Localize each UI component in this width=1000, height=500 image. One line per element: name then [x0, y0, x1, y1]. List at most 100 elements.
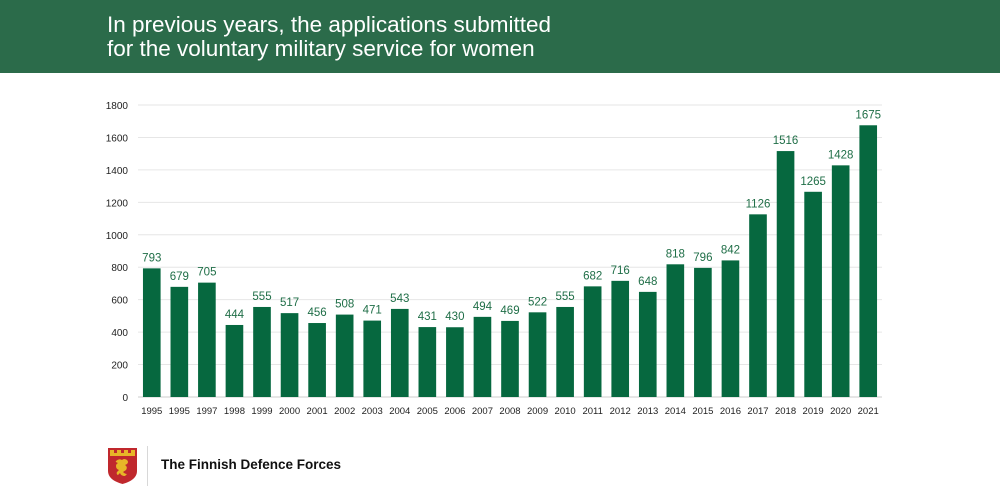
- bar-value-label: 796: [693, 252, 712, 264]
- bar: [253, 306, 271, 397]
- x-tick-label: 2013: [637, 406, 658, 417]
- x-tick-label: 2003: [362, 406, 383, 417]
- x-tick-label: 2002: [334, 406, 355, 417]
- bar-value-label: 1126: [746, 198, 771, 210]
- bar: [170, 286, 189, 397]
- bar: [859, 125, 878, 398]
- bar-value-label: 1265: [800, 176, 826, 188]
- x-tick-label: 2005: [417, 406, 438, 417]
- finnish-defence-forces-lion-crest-icon: [108, 448, 137, 484]
- x-tick-label: 2018: [775, 406, 796, 417]
- y-tick-label: 1200: [106, 198, 129, 209]
- x-tick-label: 2012: [610, 406, 631, 417]
- bar-value-label: 508: [335, 299, 354, 311]
- bar-value-label: 555: [252, 291, 271, 303]
- x-tick-label: 1997: [196, 406, 217, 417]
- bar: [225, 324, 244, 397]
- chart-title-line-2: for the voluntary military service for w…: [107, 36, 535, 61]
- bar: [831, 165, 850, 397]
- x-tick-label: 2010: [555, 406, 576, 417]
- bar-value-label: 716: [611, 265, 630, 277]
- bar: [198, 282, 216, 397]
- bar: [501, 320, 519, 397]
- bar-value-label: 543: [390, 293, 409, 305]
- bar-value-label: 430: [445, 311, 464, 323]
- bar-value-label: 456: [308, 307, 327, 319]
- x-axis-tick-labels: 1995 1995 1997 1998 1999 2000 2001 2002 2003 2004…: [141, 406, 879, 417]
- bar: [308, 323, 326, 397]
- y-tick-label: 200: [111, 361, 128, 372]
- bar-value-label: 682: [583, 270, 602, 282]
- bar-value-label: 522: [528, 296, 547, 308]
- y-tick-label: 1000: [106, 231, 129, 242]
- bar: [473, 316, 492, 397]
- bar-value-label: 471: [363, 305, 382, 317]
- chart-title: In previous years, the applications subm…: [107, 13, 807, 61]
- bar-value-label: 1675: [855, 109, 881, 121]
- bar-value-label: 705: [197, 267, 216, 279]
- bar: [446, 327, 464, 397]
- bar-value-label: 494: [473, 301, 493, 313]
- x-tick-label: 2019: [803, 406, 824, 417]
- footer: The Finnish Defence Forces: [0, 440, 1000, 500]
- bar: [528, 312, 547, 397]
- bar-value-label: 679: [170, 271, 189, 283]
- bar: [611, 280, 630, 397]
- x-tick-label: 2011: [582, 406, 602, 417]
- bar: [142, 268, 161, 397]
- bar-chart: 0 200 400 600 800 1000 1200 1400 1600 1800 793 679…: [106, 101, 882, 417]
- x-tick-label: 2020: [830, 406, 851, 417]
- bar: [721, 260, 740, 397]
- x-tick-label: 2016: [720, 406, 741, 417]
- y-tick-label: 1600: [106, 133, 129, 144]
- y-tick-label: 600: [111, 296, 128, 307]
- bar-value-label: 517: [280, 297, 299, 309]
- bar-value-label: 1516: [773, 135, 799, 147]
- bar: [749, 214, 767, 397]
- bar: [335, 314, 354, 397]
- x-tick-label: 2000: [279, 406, 300, 417]
- x-tick-label: 2017: [747, 406, 768, 417]
- y-tick-label: 0: [122, 393, 128, 404]
- header-banner: In previous years, the applications subm…: [0, 0, 1000, 73]
- bar-value-label: 648: [638, 276, 657, 288]
- bar: [804, 191, 822, 397]
- y-tick-label: 800: [111, 263, 128, 274]
- x-tick-label: 2008: [499, 406, 520, 417]
- bar: [694, 267, 712, 397]
- bar: [363, 320, 382, 397]
- bar: [280, 313, 299, 397]
- bar: [776, 151, 795, 397]
- bars: [142, 125, 878, 398]
- chart-title-line-1: In previous years, the applications subm…: [107, 12, 551, 37]
- y-tick-label: 1800: [106, 101, 129, 112]
- organization-name: The Finnish Defence Forces: [161, 457, 342, 472]
- bar-value-label: 818: [666, 248, 685, 260]
- bar-value-label: 1428: [828, 149, 854, 161]
- x-tick-label: 2021: [858, 406, 879, 417]
- x-tick-label: 1998: [224, 406, 245, 417]
- y-tick-label: 400: [111, 328, 128, 339]
- x-tick-label: 1995: [169, 406, 190, 417]
- bar-value-label: 555: [556, 291, 575, 303]
- bar-value-label: 444: [225, 309, 245, 321]
- x-tick-label: 2007: [472, 406, 493, 417]
- x-tick-label: 1999: [251, 406, 272, 417]
- footer-divider: [147, 446, 148, 486]
- bar: [556, 306, 574, 397]
- bar: [418, 327, 437, 397]
- x-tick-label: 2014: [665, 406, 686, 417]
- x-tick-label: 2015: [692, 406, 713, 417]
- x-tick-label: 2004: [389, 406, 410, 417]
- data-labels: 793 679 705 444 555 517 456 508 471 543 431 430 494 4…: [142, 109, 881, 323]
- bar-value-label: 793: [142, 252, 161, 264]
- x-tick-label: 1995: [141, 406, 162, 417]
- bar: [583, 286, 602, 397]
- x-tick-label: 2001: [307, 406, 328, 417]
- bar: [666, 264, 685, 397]
- bar: [638, 291, 657, 397]
- bar-value-label: 469: [500, 305, 519, 317]
- bar-value-label: 842: [721, 244, 740, 256]
- x-tick-label: 2006: [444, 406, 465, 417]
- bar-value-label: 431: [418, 311, 437, 323]
